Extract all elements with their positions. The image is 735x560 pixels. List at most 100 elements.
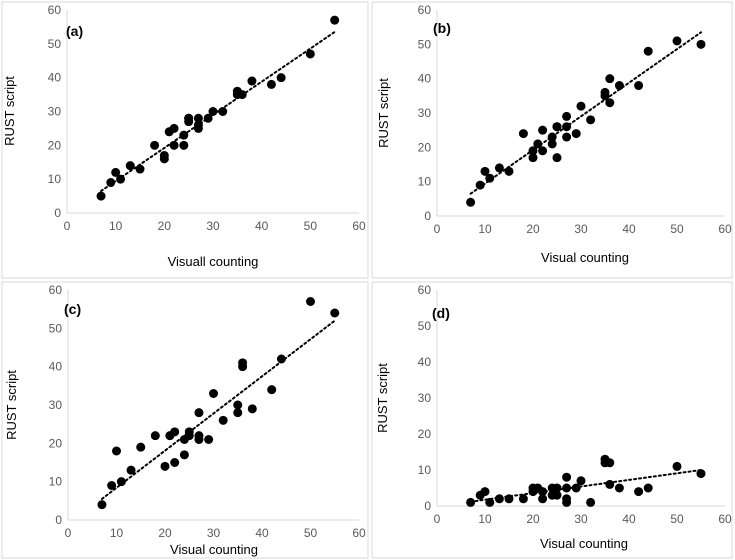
data-point [562,111,572,121]
x-tick-label: 10 [109,219,123,233]
data-point [193,113,203,123]
x-tick-label: 20 [158,219,172,233]
y-tick-label: 50 [418,37,432,51]
y-axis-label: RUST script [2,76,17,146]
y-axis-label: RUST script [375,363,390,433]
data-point [614,81,624,91]
data-point [159,150,169,160]
data-point [330,15,340,25]
panel-frame [1,281,369,559]
data-point [475,180,485,190]
y-tick-label: 60 [418,283,432,297]
y-tick-label: 30 [418,391,432,405]
x-tick-label: 50 [670,512,684,526]
x-axis-label: Visuall counting [168,254,259,269]
data-point [538,146,548,156]
data-point [562,483,572,493]
data-point [237,90,247,100]
y-tick-label: 20 [418,140,432,154]
data-point [247,76,257,86]
y-tick-label: 40 [418,355,432,369]
x-tick-label: 60 [352,219,366,233]
y-tick-label: 20 [49,436,63,450]
panel-frame [1,1,369,279]
data-point [547,132,557,142]
y-tick-label: 10 [49,475,63,489]
data-point [528,153,538,163]
y-tick-label: 0 [54,206,61,220]
data-point [538,494,548,504]
data-point [179,140,189,150]
data-point [194,408,204,418]
data-point [193,120,203,130]
data-point [504,166,514,176]
x-tick-label: 10 [478,512,492,526]
y-tick-label: 30 [49,398,63,412]
y-tick-label: 60 [48,3,62,17]
data-point [233,400,243,410]
data-point [562,122,572,132]
x-tick-label: 40 [622,222,636,236]
data-point [116,174,126,184]
data-point [562,472,572,482]
y-tick-label: 30 [418,106,432,120]
data-point [267,385,277,395]
x-tick-label: 20 [526,512,540,526]
data-point [605,479,615,489]
y-axis-label: RUST script [376,78,391,148]
data-point [184,113,194,123]
data-point [576,476,586,486]
y-tick-label: 50 [418,319,432,333]
data-point [696,39,706,49]
data-point [306,297,315,306]
data-point [160,461,170,471]
data-point [125,161,135,171]
x-tick-label: 40 [255,526,269,540]
x-tick-label: 40 [622,512,636,526]
data-point [233,408,243,418]
data-point [107,481,117,490]
data-point [518,494,528,504]
data-point [97,500,107,510]
panel-label: (d) [432,305,450,321]
data-point [485,173,495,183]
data-point [562,132,572,142]
data-point [276,73,286,83]
data-point [247,404,257,414]
data-point [208,107,218,116]
x-tick-label: 60 [718,222,732,236]
data-point [586,497,596,507]
data-point [634,81,644,91]
x-tick-label: 0 [64,219,71,233]
trendline [469,469,702,503]
data-point [135,164,145,174]
y-tick-label: 20 [48,138,62,152]
x-axis-label: Visual counting [540,536,628,551]
data-point [605,458,615,468]
data-point [330,308,340,318]
y-axis-label: RUST script [4,370,19,440]
data-point [96,191,106,201]
data-point [643,46,653,56]
data-point [170,427,180,437]
data-point [106,178,116,188]
x-tick-label: 0 [434,512,441,526]
y-tick-label: 10 [418,463,432,477]
data-point [552,490,562,500]
trendline [100,30,336,193]
data-point [480,487,490,497]
x-tick-label: 50 [304,526,318,540]
y-tick-label: 40 [418,72,432,86]
data-point [238,362,248,372]
x-tick-label: 0 [65,526,72,540]
data-point [466,197,476,207]
y-tick-label: 60 [49,283,63,297]
data-point [112,446,121,456]
y-tick-label: 30 [48,105,62,119]
data-point [150,140,160,150]
data-point [571,483,581,493]
data-point [672,461,682,471]
data-point [672,36,682,46]
